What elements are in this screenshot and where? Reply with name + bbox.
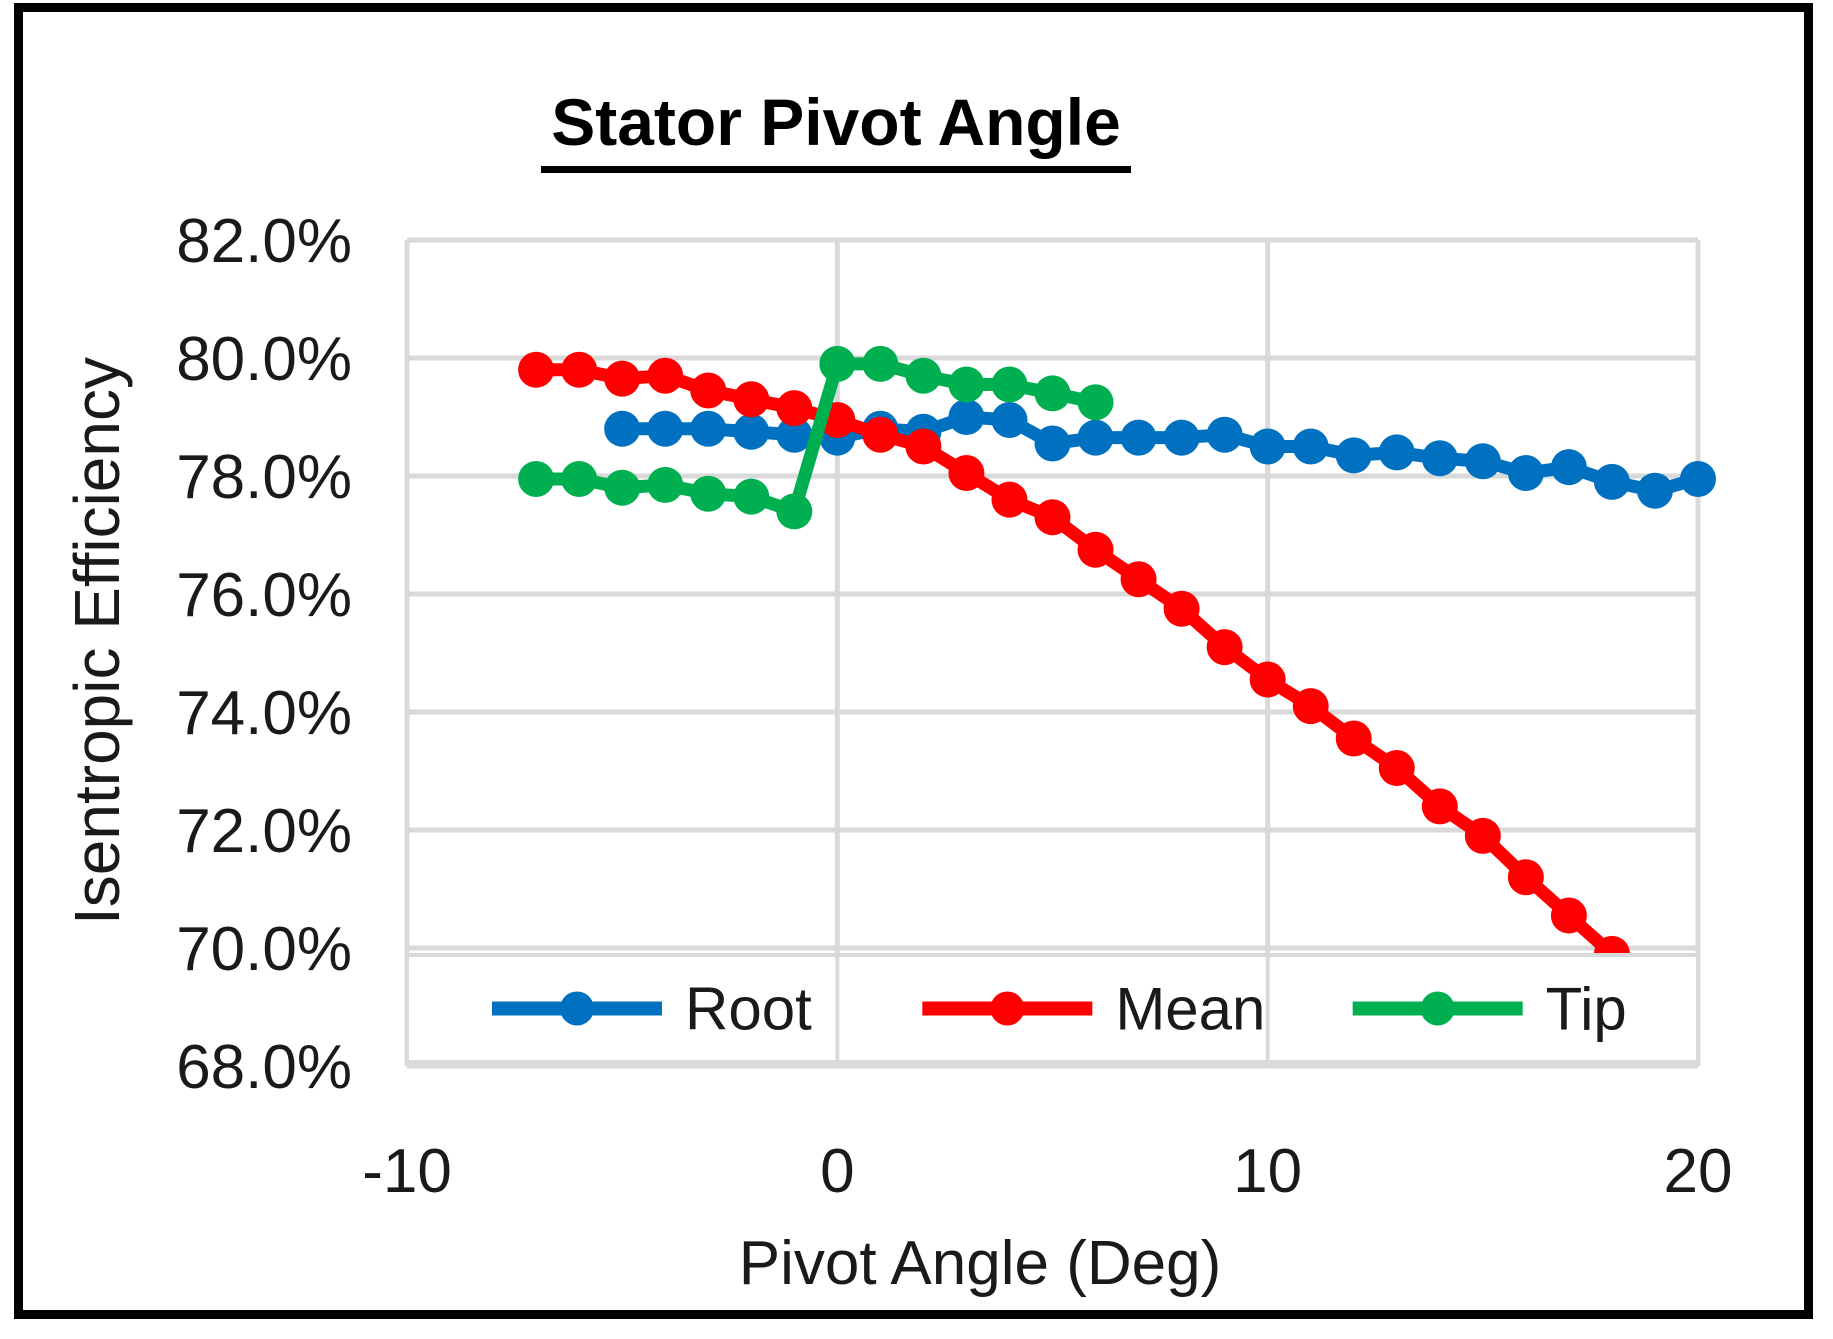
series-marker-root xyxy=(1034,425,1071,462)
series-marker-root xyxy=(1163,419,1200,456)
series-marker-root xyxy=(1593,463,1630,500)
series-marker-root xyxy=(1507,455,1544,492)
series-marker-tip xyxy=(862,345,899,382)
series-marker-tip xyxy=(948,366,985,403)
series-marker-root xyxy=(991,401,1028,438)
y-tick-label: 74.0% xyxy=(176,679,352,748)
series-marker-mean xyxy=(776,390,813,427)
series-marker-mean xyxy=(1249,661,1286,698)
series-marker-root xyxy=(1335,437,1372,474)
y-tick-label: 70.0% xyxy=(176,915,352,984)
series-marker-mean xyxy=(561,351,598,388)
series-marker-tip xyxy=(1034,375,1071,412)
series-marker-mean xyxy=(518,351,555,388)
series-marker-tip xyxy=(776,493,813,530)
series-marker-mean xyxy=(862,416,899,453)
y-tick-label: 76.0% xyxy=(176,561,352,630)
x-tick-label: 10 xyxy=(1233,1137,1302,1206)
series-marker-root xyxy=(1421,440,1458,477)
legend-swatch-marker-mean xyxy=(990,991,1025,1026)
series-marker-mean xyxy=(1163,590,1200,627)
series-marker-mean xyxy=(1292,688,1329,725)
chart-title-text: Stator Pivot Angle xyxy=(541,84,1131,173)
series-marker-mean xyxy=(1378,750,1415,787)
series-marker-root xyxy=(1077,419,1114,456)
series-marker-mean xyxy=(647,357,684,394)
series-marker-root xyxy=(1120,419,1157,456)
series-marker-root xyxy=(776,416,813,453)
series-marker-root xyxy=(1464,443,1501,480)
series-marker-root xyxy=(1249,428,1286,465)
series-marker-root xyxy=(604,410,641,447)
series-marker-tip xyxy=(690,475,727,512)
series-marker-mean xyxy=(733,381,770,418)
y-tick-label: 82.0% xyxy=(176,207,352,276)
series-marker-mean xyxy=(1120,561,1157,598)
x-axis-title: Pivot Angle (Deg) xyxy=(738,1229,1222,1298)
chart-title: Stator Pivot Angle xyxy=(0,84,1672,173)
series-marker-mean xyxy=(1335,720,1372,757)
series-marker-root xyxy=(647,410,684,447)
series-marker-mean xyxy=(1464,817,1501,854)
y-tick-label: 68.0% xyxy=(176,1033,352,1102)
x-tick-label: 20 xyxy=(1664,1137,1733,1206)
x-tick-label: -10 xyxy=(362,1137,452,1206)
series-marker-root xyxy=(1550,449,1587,486)
y-tick-label: 72.0% xyxy=(176,797,352,866)
y-tick-label: 80.0% xyxy=(176,325,352,394)
series-marker-tip xyxy=(819,345,856,382)
series-marker-tip xyxy=(647,466,684,503)
figure-border xyxy=(14,3,1813,1319)
series-marker-mean xyxy=(948,455,985,492)
legend-swatch-marker-root xyxy=(560,991,594,1026)
x-tick-label: 0 xyxy=(820,1137,854,1206)
legend-label-tip: Tip xyxy=(1546,976,1627,1043)
series-marker-mean xyxy=(1034,499,1071,536)
series-marker-tip xyxy=(991,366,1028,403)
series-marker-mean xyxy=(1077,531,1114,568)
series-marker-mean xyxy=(1507,859,1544,896)
legend-swatch-marker-tip xyxy=(1420,991,1455,1026)
series-marker-mean xyxy=(1206,629,1243,666)
series-marker-mean xyxy=(690,372,727,409)
series-marker-root xyxy=(1292,428,1329,465)
legend-label-root: Root xyxy=(685,976,812,1043)
series-marker-root xyxy=(1636,472,1673,509)
series-marker-mean xyxy=(1421,788,1458,825)
y-tick-label: 78.0% xyxy=(176,443,352,512)
series-marker-root xyxy=(1680,460,1716,497)
series-marker-root xyxy=(733,413,770,450)
series-marker-tip xyxy=(905,357,942,394)
series-marker-tip xyxy=(733,478,770,515)
series-marker-tip xyxy=(518,460,555,497)
series-marker-root xyxy=(690,410,727,447)
series-marker-root xyxy=(1206,416,1243,453)
series-marker-mean xyxy=(604,360,641,397)
series-marker-tip xyxy=(561,460,598,497)
series-marker-mean xyxy=(991,481,1028,518)
series-marker-root xyxy=(1378,434,1415,471)
series-marker-mean xyxy=(1550,897,1587,934)
legend-label-mean: Mean xyxy=(1115,976,1265,1043)
series-marker-mean xyxy=(905,428,942,465)
series-marker-root xyxy=(948,399,985,435)
series-marker-tip xyxy=(1077,384,1114,421)
series-marker-tip xyxy=(604,469,641,506)
